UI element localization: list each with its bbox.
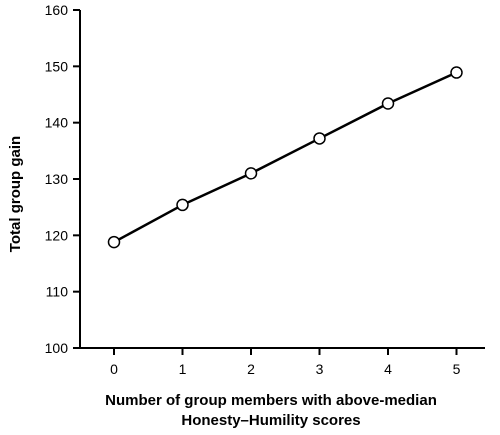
x-tick-label: 2 <box>247 361 255 377</box>
y-axis-title: Total group gain <box>7 136 24 252</box>
x-tick-label: 0 <box>110 361 118 377</box>
data-point <box>107 235 121 249</box>
x-tick-label: 5 <box>453 361 461 377</box>
y-tick-label: 150 <box>45 58 69 74</box>
x-axis-title-line-1: Number of group members with above-media… <box>105 392 437 409</box>
y-tick-label: 130 <box>45 171 69 187</box>
data-point <box>450 66 463 79</box>
y-tick-label: 100 <box>45 340 69 356</box>
data-point <box>381 97 395 110</box>
y-tick-label: 140 <box>45 115 69 131</box>
x-tick-label: 1 <box>179 361 187 377</box>
data-point <box>313 132 326 145</box>
y-tick-label: 160 <box>45 2 69 18</box>
y-tick-label: 120 <box>45 227 69 243</box>
x-axis-title-line-2: Honesty–Humility scores <box>181 412 360 429</box>
y-tick-label: 110 <box>46 284 69 300</box>
x-tick-label: 3 <box>316 361 324 377</box>
series-line <box>113 71 458 244</box>
x-tick-label: 4 <box>384 361 392 377</box>
plot-area: 100 110 120 130 140 150 160 0 1 2 3 4 5 <box>45 2 485 377</box>
data-point <box>176 198 189 212</box>
data-point <box>244 167 258 180</box>
